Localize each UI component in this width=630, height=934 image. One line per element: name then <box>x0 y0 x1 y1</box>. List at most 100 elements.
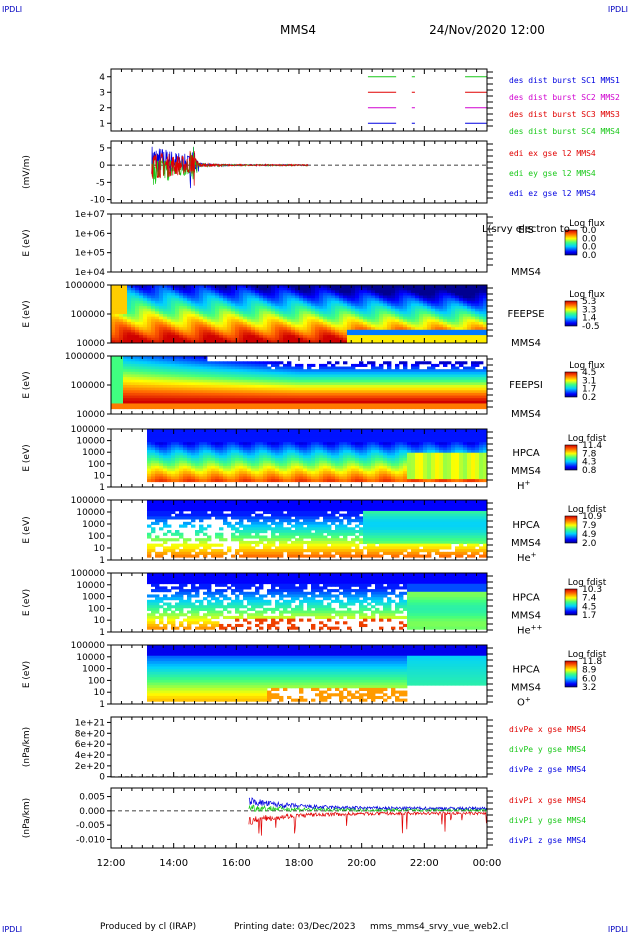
feepse-pixel <box>347 329 352 333</box>
feepse-pixel <box>235 316 240 320</box>
feepsi-pixel <box>439 387 444 391</box>
feepsi-pixel <box>315 392 320 396</box>
feepsi-pixel <box>347 406 352 410</box>
feepse-pixel <box>279 300 284 304</box>
feepsi-pixel <box>131 406 136 410</box>
feepsi-pixel <box>191 403 196 407</box>
hpca_h-pixel <box>267 479 272 483</box>
feepse-pixel <box>319 324 324 328</box>
feepse-pixel <box>239 287 244 291</box>
feepsi-pixel <box>467 382 472 386</box>
feepsi-pixel <box>235 385 240 389</box>
feepsi-pixel <box>467 390 472 394</box>
feepse-pixel <box>167 335 172 339</box>
feepsi-pixel <box>195 358 200 362</box>
edi-ytick-label: 5 <box>99 144 105 154</box>
feepse-pixel <box>331 314 336 318</box>
feepse-pixel <box>155 292 160 296</box>
feepsi-pixel <box>335 403 340 407</box>
hpca_h-pixel <box>207 460 212 464</box>
feepsi-pixel <box>375 398 380 402</box>
feepsi-pixel <box>207 390 212 394</box>
feepsi-pixel <box>483 379 488 383</box>
feepsi-pixel <box>271 403 276 407</box>
feepsi-pixel <box>127 403 132 407</box>
feepse-pixel <box>195 327 200 331</box>
hpca_h-pixel <box>159 465 164 469</box>
feepsi-pixel <box>219 390 224 394</box>
hpca_h-pixel <box>219 429 224 433</box>
feepse-pixel <box>459 337 464 341</box>
feepse-pixel <box>443 324 448 328</box>
feepsi-pixel <box>339 371 344 375</box>
feepsi-pixel <box>315 403 320 407</box>
feepse-pixel <box>479 332 484 336</box>
feepse-pixel <box>475 308 480 312</box>
feepse-pixel <box>451 314 456 318</box>
feepse-pixel <box>111 332 116 336</box>
feepse-pixel <box>215 321 220 325</box>
feepse-pixel <box>299 287 304 291</box>
feepse-pixel <box>435 316 440 320</box>
feepse-pixel <box>259 329 264 333</box>
feepse-pixel <box>147 332 152 336</box>
feepsi-pixel <box>419 377 424 381</box>
feepse-pixel <box>471 319 476 323</box>
feepsi-pixel <box>419 403 424 407</box>
feepsi-pixel <box>363 363 368 367</box>
feepse-pixel <box>339 295 344 299</box>
feepsi-pixel <box>447 387 452 391</box>
feepse-pixel <box>467 329 472 333</box>
feepse-pixel <box>459 335 464 339</box>
feepse-pixel <box>319 298 324 302</box>
feepsi-pixel <box>451 363 456 367</box>
feepsi-pixel <box>127 398 132 402</box>
feepsi-pixel <box>359 395 364 399</box>
feepse-pixel <box>191 306 196 310</box>
hpca_h-pixel <box>163 439 168 443</box>
feepse-pixel <box>279 316 284 320</box>
hpca_h-pixel <box>187 450 192 454</box>
feepse-pixel <box>211 314 216 318</box>
feepse-pixel <box>255 311 260 315</box>
feepsi-pixel <box>283 387 288 391</box>
feepsi-pixel <box>279 398 284 402</box>
hpca_h-pixel <box>155 447 160 451</box>
feepsi-pixel <box>455 382 460 386</box>
feepse-pixel <box>263 319 268 323</box>
feepse-pixel <box>355 332 360 336</box>
feepse-pixel <box>271 327 276 331</box>
hpca_h-pixel <box>203 479 208 483</box>
feepse-pixel <box>315 321 320 325</box>
feepse-pixel <box>175 300 180 304</box>
edi-legend-1: edi ey gse l2 MMS4 <box>509 169 596 178</box>
hpca_h-pixel <box>199 429 204 433</box>
feepse-pixel <box>243 340 248 344</box>
feepsi-pixel <box>295 395 300 399</box>
feepsi-pixel <box>335 395 340 399</box>
feepsi-pixel <box>179 379 184 383</box>
feepsi-pixel <box>195 385 200 389</box>
feepsi-pixel <box>279 387 284 391</box>
feepsi-pixel <box>355 382 360 386</box>
feepse-pixel <box>275 327 280 331</box>
feepse-pixel <box>475 311 480 315</box>
feepse-pixel <box>459 295 464 299</box>
feepsi-pixel <box>423 379 428 383</box>
feepsi-pixel <box>167 382 172 386</box>
feepse-pixel <box>387 308 392 312</box>
feepse-pixel <box>335 285 340 289</box>
feepsi-pixel <box>307 382 312 386</box>
feepse-pixel <box>123 303 128 307</box>
feepse-pixel <box>155 340 160 344</box>
feepsi-pixel <box>243 403 248 407</box>
feepse-pixel <box>247 298 252 302</box>
feepsi-pixel <box>191 361 196 365</box>
feepsi-pixel <box>191 395 196 399</box>
feepsi-pixel <box>387 377 392 381</box>
feepsi-pixel <box>227 392 232 396</box>
feepsi-pixel <box>263 366 268 370</box>
feepsi-pixel <box>231 369 236 373</box>
feepsi-pixel <box>391 403 396 407</box>
